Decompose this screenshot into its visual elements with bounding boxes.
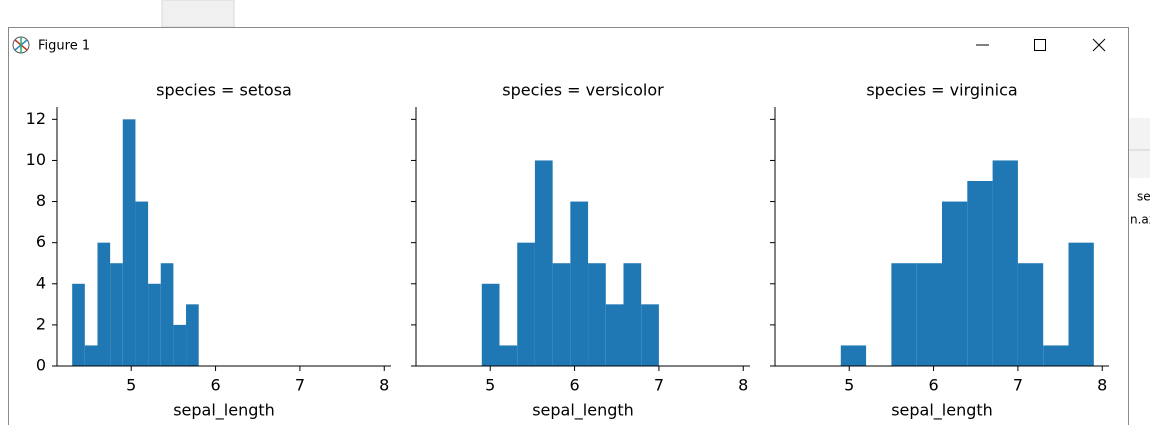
close-button[interactable] bbox=[1092, 38, 1106, 52]
x-tick-label: 6 bbox=[569, 376, 579, 395]
window-icon bbox=[12, 36, 30, 54]
bar bbox=[1068, 242, 1094, 366]
bar bbox=[552, 263, 571, 366]
x-axis-label: sepal_length bbox=[891, 401, 993, 421]
background-text: n.ax bbox=[1130, 213, 1150, 227]
bar bbox=[173, 324, 187, 366]
x-tick-label: 5 bbox=[485, 376, 495, 395]
x-tick-label: 7 bbox=[295, 376, 305, 395]
bar bbox=[72, 283, 85, 366]
x-tick-label: 7 bbox=[654, 376, 664, 395]
y-tick-label: 6 bbox=[36, 232, 46, 251]
bar bbox=[916, 263, 942, 366]
x-tick-label: 6 bbox=[210, 376, 220, 395]
x-tick-label: 6 bbox=[928, 376, 938, 395]
bar bbox=[942, 201, 968, 366]
bar bbox=[110, 263, 123, 366]
bar bbox=[517, 242, 535, 366]
x-tick-label: 7 bbox=[1013, 376, 1023, 395]
bar bbox=[605, 304, 624, 366]
window-title: Figure 1 bbox=[38, 39, 90, 54]
y-tick-label: 8 bbox=[36, 191, 46, 210]
bar bbox=[588, 263, 606, 366]
bar bbox=[967, 181, 993, 366]
y-tick-label: 12 bbox=[26, 109, 46, 128]
x-tick-label: 5 bbox=[844, 376, 854, 395]
bar bbox=[97, 242, 111, 366]
chart-title: species = setosa bbox=[156, 81, 292, 100]
bar bbox=[84, 345, 98, 366]
bar bbox=[481, 283, 500, 366]
chart-title: species = virginica bbox=[866, 81, 1017, 100]
y-tick-label: 0 bbox=[36, 356, 46, 375]
bar bbox=[840, 345, 867, 366]
bar bbox=[570, 201, 589, 366]
background-text: se bbox=[1137, 190, 1150, 204]
y-tick-label: 10 bbox=[26, 150, 46, 169]
bar bbox=[186, 304, 199, 366]
x-tick-label: 8 bbox=[379, 376, 389, 395]
bar bbox=[499, 345, 518, 366]
bar bbox=[122, 119, 136, 366]
bar bbox=[160, 263, 174, 366]
x-axis-label: sepal_length bbox=[173, 401, 275, 421]
maximize-button[interactable] bbox=[1034, 39, 1046, 51]
background-tab bbox=[161, 0, 235, 28]
background-pane bbox=[1129, 118, 1150, 178]
bar bbox=[992, 160, 1018, 366]
bar bbox=[623, 263, 642, 366]
bar bbox=[148, 283, 161, 366]
y-tick-label: 2 bbox=[36, 314, 46, 333]
bar bbox=[641, 304, 659, 366]
bar bbox=[135, 201, 149, 366]
bar bbox=[534, 160, 553, 366]
y-tick-label: 4 bbox=[36, 273, 46, 292]
x-tick-label: 8 bbox=[738, 376, 748, 395]
bar bbox=[1043, 345, 1069, 366]
bar bbox=[1017, 263, 1044, 366]
chart-title: species = versicolor bbox=[502, 81, 664, 100]
x-tick-label: 5 bbox=[126, 376, 136, 395]
x-axis-label: sepal_length bbox=[532, 401, 634, 421]
bar bbox=[891, 263, 917, 366]
x-tick-label: 8 bbox=[1097, 376, 1107, 395]
